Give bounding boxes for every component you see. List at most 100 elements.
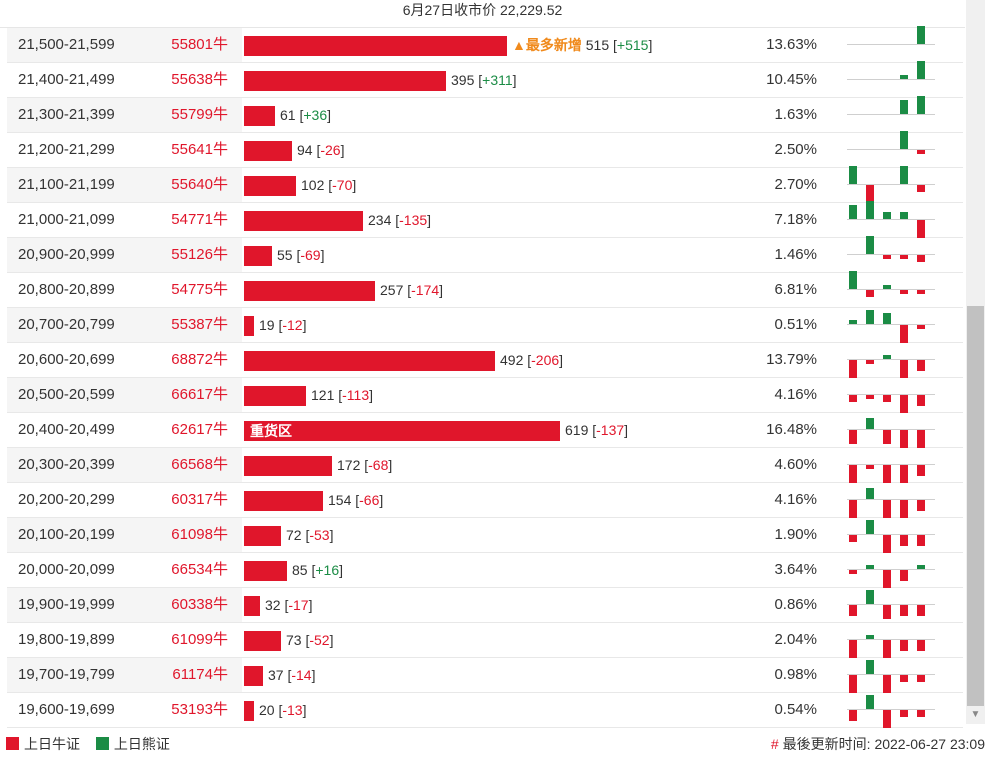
table-row[interactable]: 20,800-20,899 54775牛 257 [-174] 6.81% <box>7 271 963 308</box>
sparkline-baseline <box>847 359 935 360</box>
volume-bar-cell: 20 [-13] <box>243 693 743 727</box>
volume-label: 172 [-68] <box>337 457 393 473</box>
volume-bar <box>244 36 507 56</box>
volume-bar <box>244 246 272 266</box>
sparkline <box>847 588 939 622</box>
warrant-code[interactable]: 55387牛 <box>153 308 242 342</box>
warrant-code[interactable]: 55126牛 <box>153 238 242 272</box>
percentage: 1.46% <box>774 246 817 263</box>
volume-bar-cell: 121 [-113] <box>243 378 743 412</box>
table-row[interactable]: 20,000-20,099 66534牛 85 [+16] 3.64% <box>7 553 963 588</box>
table-row[interactable]: 20,500-20,599 66617牛 121 [-113] 4.16% <box>7 378 963 413</box>
table-row[interactable]: 19,600-19,699 53193牛 20 [-13] 0.54% <box>7 693 963 728</box>
strike-range: 20,600-20,699 <box>18 351 115 368</box>
volume-bar <box>244 141 292 161</box>
volume-label: ▲最多新增 515 [+515] <box>512 37 653 53</box>
scrollbar-thumb[interactable] <box>967 306 984 706</box>
warrant-code[interactable]: 66617牛 <box>153 378 242 412</box>
volume-bar-cell: 492 [-206] <box>243 343 743 377</box>
warrant-code[interactable]: 54775牛 <box>171 281 228 298</box>
legend-bear-label: 上日熊证 <box>113 736 170 752</box>
hash-icon: # <box>770 736 779 752</box>
warrant-code[interactable]: 55640牛 <box>153 168 242 202</box>
table-row[interactable]: 21,000-21,099 54771牛 234 [-135] 7.18% <box>7 201 963 238</box>
sparkline-bar <box>917 150 925 154</box>
sparkline-bar <box>849 640 857 658</box>
strike-range: 19,700-19,799 <box>7 658 153 692</box>
table-row[interactable]: 21,400-21,499 55638牛 395 [+311] 10.45% <box>7 61 963 98</box>
sparkline <box>847 413 939 448</box>
volume-change: +16 <box>315 562 340 578</box>
warrant-code[interactable]: 61098牛 <box>153 518 242 552</box>
table-row[interactable]: 20,200-20,299 60317牛 154 [-66] 4.16% <box>7 483 963 518</box>
table-row[interactable]: 20,900-20,999 55126牛 55 [-69] 1.46% <box>7 236 963 273</box>
table-row[interactable]: 19,900-19,999 60338牛 32 [-17] 0.86% <box>7 588 963 623</box>
strike-range: 19,900-19,999 <box>7 588 153 622</box>
table-row[interactable]: 21,200-21,299 55641牛 94 [-26] 2.50% <box>7 131 963 168</box>
strike-range: 20,100-20,199 <box>7 518 153 552</box>
warrant-code[interactable]: 66534牛 <box>171 561 228 578</box>
volume-value: 257 <box>380 282 404 298</box>
percentage: 2.50% <box>774 141 817 158</box>
warrant-code[interactable]: 54771牛 <box>171 211 228 228</box>
warrant-code[interactable]: 66568牛 <box>153 448 242 482</box>
volume-bar-cell: 395 [+311] <box>243 63 743 97</box>
table-row[interactable]: 21,500-21,599 55801牛 ▲最多新增 515 [+515] 13.63… <box>7 26 963 63</box>
sparkline-bar <box>917 500 925 511</box>
table-row[interactable]: 20,100-20,199 61098牛 72 [-53] 1.90% <box>7 518 963 553</box>
sparkline-bar <box>866 236 874 254</box>
sparkline <box>847 166 939 203</box>
sparkline-bar <box>900 131 908 149</box>
warrant-code[interactable]: 60338牛 <box>153 588 242 622</box>
table-row[interactable]: 20,600-20,699 68872牛 492 [-206] 13.79% <box>7 343 963 378</box>
sparkline-bar <box>900 166 908 184</box>
warrant-code[interactable]: 55638牛 <box>171 71 228 88</box>
sparkline-bar <box>849 320 857 324</box>
sparkline-bar <box>849 166 857 184</box>
volume-bar-cell: 94 [-26] <box>243 133 743 167</box>
warrant-code[interactable]: 53193牛 <box>171 701 228 718</box>
volume-label: 61 [+36] <box>280 107 331 123</box>
table-row[interactable]: 21,300-21,399 55799牛 61 [+36] 1.63% <box>7 96 963 133</box>
table-row[interactable]: 20,400-20,499 62617牛 重货区 619 [-137] 16.48% <box>7 413 963 448</box>
table-row[interactable]: 19,800-19,899 61099牛 73 [-52] 2.04% <box>7 623 963 658</box>
warrant-code[interactable]: 55801牛 <box>153 28 242 62</box>
sparkline <box>847 518 939 553</box>
warrant-code[interactable]: 55641牛 <box>171 141 228 158</box>
percentage: 1.90% <box>774 526 817 543</box>
sparkline-bar <box>883 535 891 553</box>
table-row[interactable]: 19,700-19,799 61174牛 37 [-14] 0.98% <box>7 658 963 693</box>
strike-range: 21,200-21,299 <box>18 141 115 158</box>
sparkline <box>847 201 939 238</box>
sparkline-bar <box>883 570 891 588</box>
volume-change: -52 <box>309 632 330 648</box>
volume-value: 172 <box>337 457 361 473</box>
volume-label: 234 [-135] <box>368 212 432 228</box>
table-row[interactable]: 20,300-20,399 66568牛 172 [-68] 4.60% <box>7 448 963 483</box>
scroll-down-icon[interactable]: ▼ <box>970 709 981 720</box>
warrant-code[interactable]: 68872牛 <box>171 351 228 368</box>
warrant-code[interactable]: 55799牛 <box>153 98 242 132</box>
volume-value: 121 <box>311 387 335 403</box>
sparkline-bar <box>900 675 908 683</box>
sparkline-bar <box>849 360 857 378</box>
table-row[interactable]: 21,100-21,199 55640牛 102 [-70] 2.70% <box>7 166 963 203</box>
sparkline <box>847 271 939 307</box>
volume-value: 72 <box>286 527 302 543</box>
warrant-code[interactable]: 62617牛 <box>171 421 228 438</box>
volume-change: -113 <box>342 387 370 403</box>
percentage: 1.63% <box>774 106 817 123</box>
table-row[interactable]: 20,700-20,799 55387牛 19 [-12] 0.51% <box>7 308 963 343</box>
sparkline-bar <box>917 395 925 406</box>
sparkline-bar <box>883 355 891 359</box>
percentage: 6.81% <box>774 281 817 298</box>
percentage: 3.64% <box>774 561 817 578</box>
warrant-code[interactable]: 60317牛 <box>171 491 228 508</box>
sparkline-bar <box>917 61 925 79</box>
volume-bar <box>244 281 375 301</box>
sparkline-bar <box>849 535 857 543</box>
warrant-code[interactable]: 61099牛 <box>171 631 228 648</box>
sparkline-bar <box>849 204 857 219</box>
warrant-code[interactable]: 61174牛 <box>153 658 242 692</box>
sparkline-bar <box>866 635 874 639</box>
